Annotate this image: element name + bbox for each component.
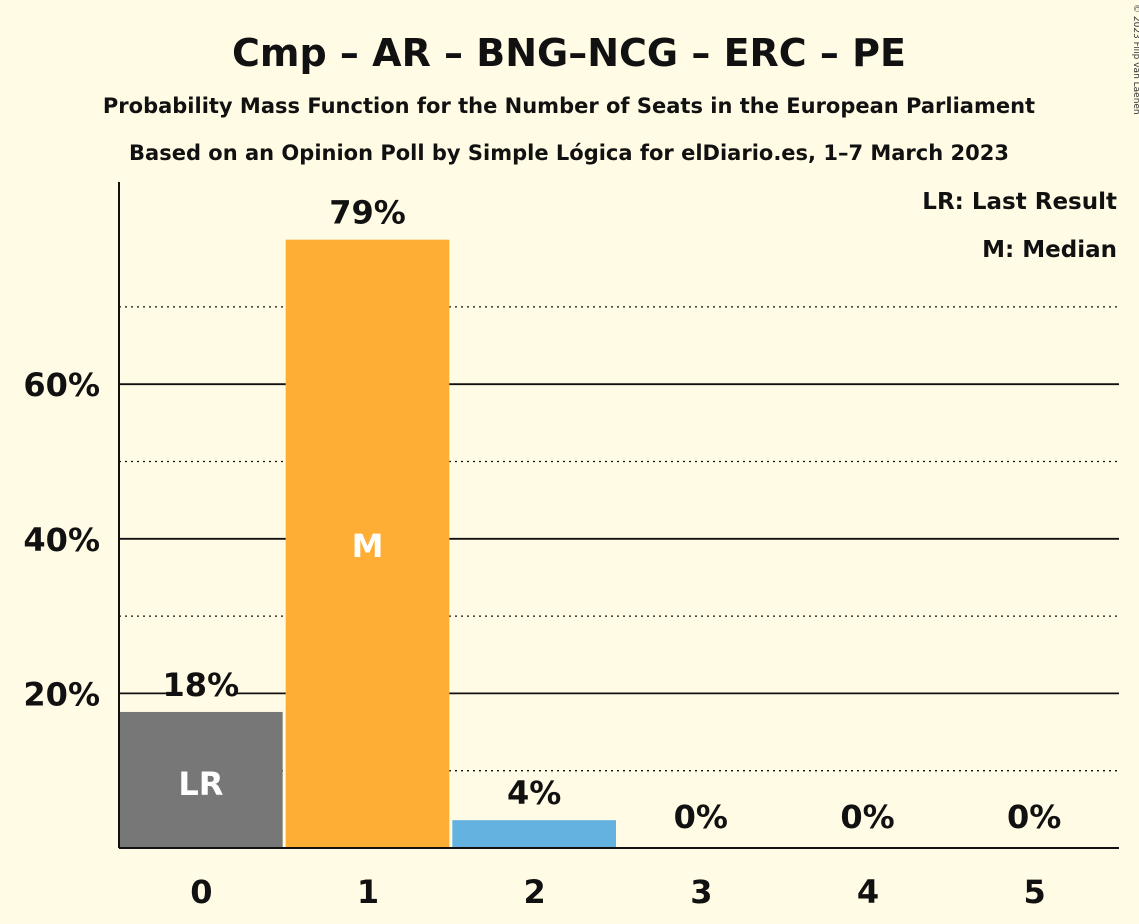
- chart-subtitle: Probability Mass Function for the Number…: [103, 94, 1035, 118]
- copyright-note: © 2023 Filip van Laenen: [1131, 4, 1139, 115]
- bar-value-labels: 18% 79% 4% 0% 0% 0%: [163, 194, 1069, 836]
- value-label-background: [666, 800, 735, 834]
- y-axis-tick-labels: 20% 40% 60%: [23, 366, 100, 713]
- x-tick-label: 4: [857, 873, 879, 911]
- x-tick-label: 1: [357, 873, 379, 911]
- x-tick-label: 2: [524, 873, 546, 911]
- value-label: 79%: [329, 194, 406, 232]
- bar-2: [452, 820, 616, 848]
- bar-0: [119, 711, 283, 848]
- value-label: 0%: [1007, 798, 1061, 836]
- y-tick-label: 20%: [23, 675, 100, 713]
- chart-title: Cmp – AR – BNG–NCG – ERC – PE: [232, 31, 906, 75]
- y-tick-label: 60%: [23, 366, 100, 404]
- value-label: 0%: [674, 798, 728, 836]
- legend-median: M: Median: [982, 237, 1117, 263]
- x-tick-label: 3: [690, 873, 712, 911]
- x-tick-label: 0: [190, 873, 212, 911]
- x-axis-tick-labels: 0 1 2 3 4 5: [190, 873, 1046, 911]
- value-label: 0%: [840, 798, 894, 836]
- value-label: 4%: [507, 774, 561, 812]
- bar-1: [285, 239, 450, 849]
- y-tick-label: 40%: [23, 521, 100, 559]
- bars: LR M: [119, 239, 616, 849]
- chart-source-note: Based on an Opinion Poll by Simple Lógic…: [129, 141, 1009, 165]
- value-label-background: [1000, 800, 1069, 834]
- x-tick-label: 5: [1024, 873, 1046, 911]
- value-label-background: [833, 800, 902, 834]
- median-marker: M: [352, 527, 384, 565]
- value-label: 18%: [163, 666, 240, 704]
- value-label-background: [166, 667, 235, 702]
- value-label-background: [500, 776, 569, 811]
- value-label-background: [333, 195, 402, 230]
- last-result-marker: LR: [178, 765, 223, 803]
- legend-last-result: LR: Last Result: [922, 189, 1117, 215]
